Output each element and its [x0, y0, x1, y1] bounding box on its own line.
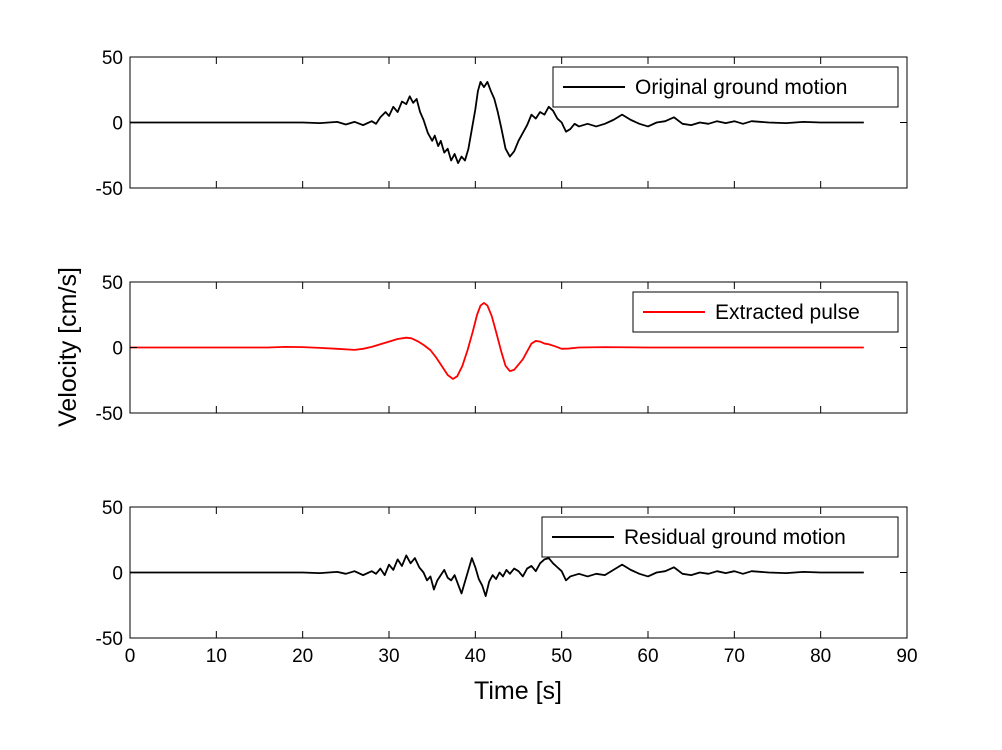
y-tick-label-2-1: 0: [112, 339, 123, 360]
legend-label-2: Extracted pulse: [715, 301, 860, 324]
y-axis-label: Velocity [cm/s]: [54, 267, 82, 427]
x-tick-label-7: 70: [724, 646, 745, 667]
y-tick-label-1-1: 0: [112, 114, 123, 135]
y-tick-label-3-2: 50: [102, 498, 123, 519]
x-tick-label-8: 80: [810, 646, 831, 667]
series-line-2-1: [130, 302, 864, 380]
y-tick-label-2-0: -50: [96, 404, 123, 425]
x-tick-label-3: 30: [378, 646, 399, 667]
y-tick-label-1-0: -50: [96, 179, 123, 200]
legend-label-3: Residual ground motion: [624, 526, 846, 549]
legend-label-1: Original ground motion: [635, 76, 847, 99]
series-line-3-1: [130, 554, 864, 597]
series-line-1-1: [130, 80, 864, 165]
y-tick-label-1-2: 50: [102, 48, 123, 69]
legend-1: Original ground motion: [552, 66, 899, 108]
y-tick-label-3-1: 0: [112, 564, 123, 585]
x-tick-label-0: 0: [125, 646, 136, 667]
y-tick-label-2-2: 50: [102, 273, 123, 294]
legend-2: Extracted pulse: [632, 291, 899, 333]
x-tick-label-6: 60: [637, 646, 658, 667]
y-tick-label-3-0: -50: [96, 629, 123, 650]
x-axis-label: Time [s]: [474, 677, 562, 705]
x-tick-label-2: 20: [292, 646, 313, 667]
subplot-2: -50 0 50 Extracted pulse: [96, 273, 908, 425]
x-tick-label-4: 40: [465, 646, 486, 667]
x-tick-label-5: 50: [551, 646, 572, 667]
legend-3: Residual ground motion: [541, 516, 899, 558]
subplot-1: -50 0 50 Original ground motion: [96, 48, 908, 200]
x-tick-label-1: 10: [206, 646, 227, 667]
x-tick-label-9: 90: [896, 646, 917, 667]
